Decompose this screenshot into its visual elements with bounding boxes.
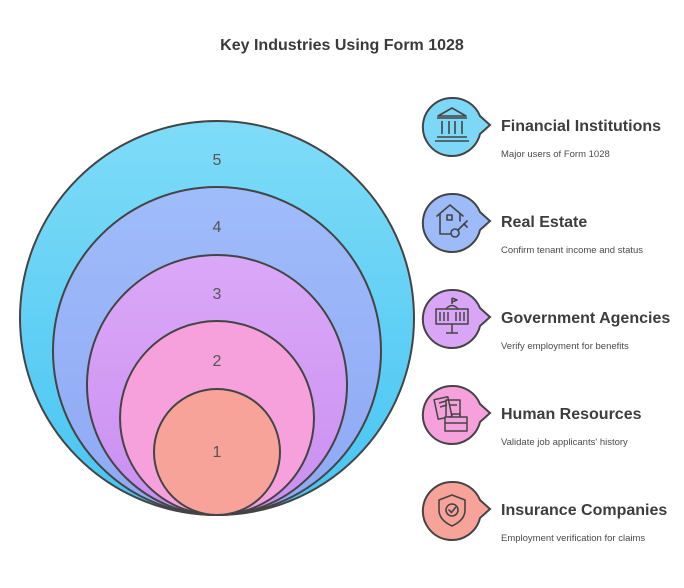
item-title: Insurance Companies: [501, 502, 667, 519]
circle-label-2: 2: [213, 353, 222, 370]
item-government-agencies: Government Agencies Verify employment fo…: [421, 288, 670, 352]
item-human-resources: Human Resources Validate job applicants'…: [421, 384, 642, 448]
item-description: Employment verification for claims: [501, 533, 645, 544]
item-title: Human Resources: [501, 406, 642, 423]
circle-label-3: 3: [213, 286, 222, 303]
item-real-estate: Real Estate Confirm tenant income and st…: [421, 192, 643, 256]
icon-badge: [421, 384, 492, 445]
item-description: Confirm tenant income and status: [501, 245, 643, 256]
icon-badge: [421, 192, 492, 253]
item-description: Validate job applicants' history: [501, 437, 628, 448]
item-title: Government Agencies: [501, 310, 670, 327]
government-building-icon: [435, 297, 469, 334]
item-description: Verify employment for benefits: [501, 341, 629, 352]
item-insurance-companies: Insurance Companies Employment verificat…: [421, 480, 667, 544]
shield-check-icon: [438, 494, 466, 527]
item-description: Major users of Form 1028: [501, 149, 610, 160]
bank-icon: [435, 107, 469, 142]
item-financial-institutions: Financial Institutions Major users of Fo…: [421, 96, 661, 160]
circle-label-5: 5: [213, 152, 222, 169]
house-key-icon: [436, 204, 468, 238]
circle-label-1: 1: [213, 444, 222, 461]
item-title: Financial Institutions: [501, 118, 661, 135]
icon-badge: [421, 480, 492, 541]
item-title: Real Estate: [501, 214, 587, 231]
documents-briefcase-icon: [433, 396, 468, 432]
diagram-title: Key Industries Using Form 1028: [220, 37, 464, 54]
icon-badge: [421, 96, 492, 157]
circle-1: [153, 388, 281, 516]
circle-label-4: 4: [213, 219, 222, 236]
